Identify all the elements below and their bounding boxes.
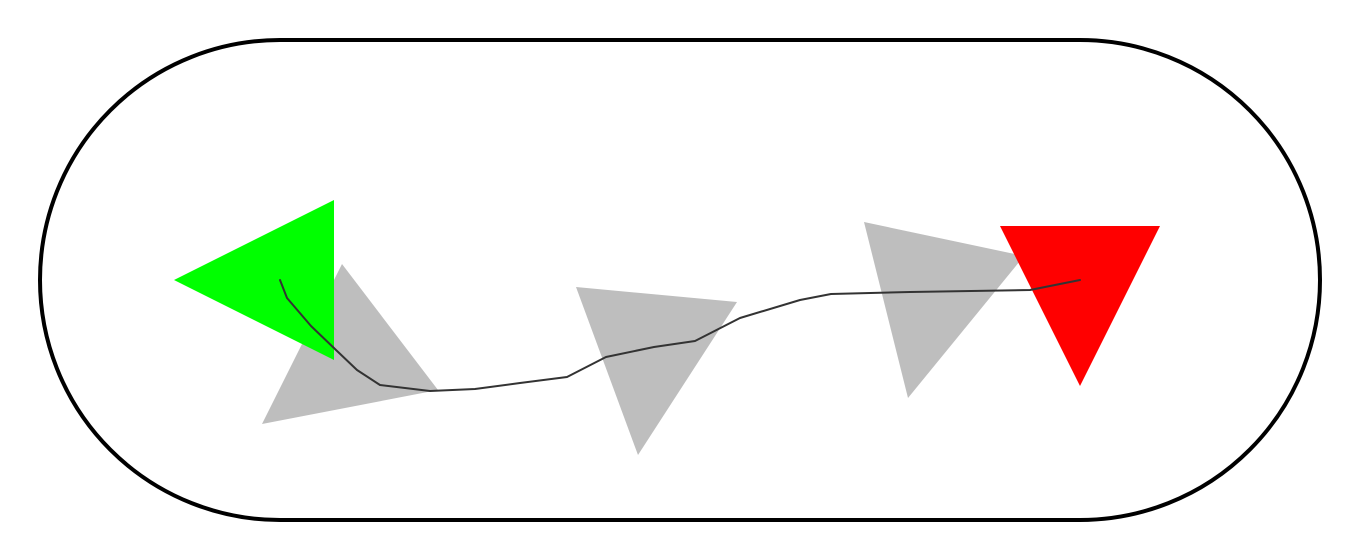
ghost-triangle-icon (262, 264, 438, 424)
arena-boundary (38, 38, 1322, 522)
ghost-triangle-icon (576, 287, 737, 455)
goal-triangle-icon (1000, 226, 1160, 386)
agent-triangle-icon (174, 200, 334, 360)
ghost-triangle-icon (864, 222, 1024, 398)
trajectory-path (279, 279, 1081, 392)
